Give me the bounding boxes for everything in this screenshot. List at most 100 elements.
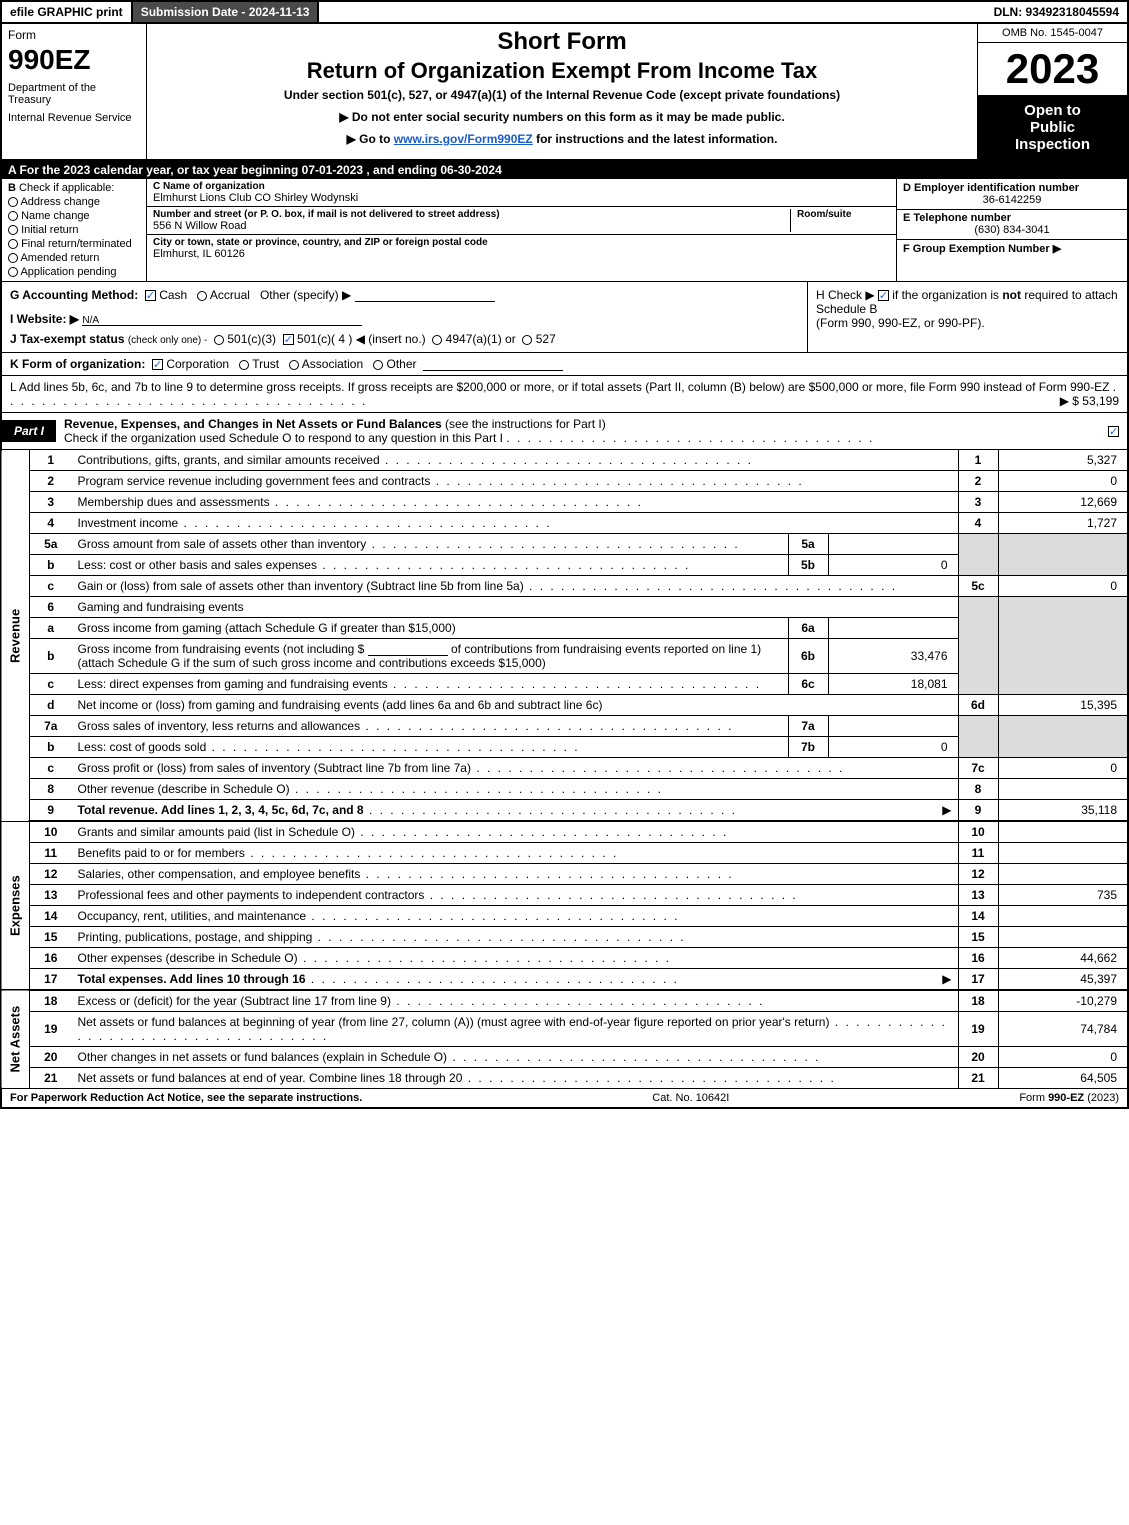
line-rnum: 8 — [958, 779, 998, 800]
line-desc-1: Gross income from fundraising events (no… — [78, 642, 365, 656]
check-schedule-o[interactable] — [1108, 426, 1119, 437]
line-num: 17 — [30, 969, 72, 991]
shaded-cell — [958, 534, 998, 576]
check-association[interactable] — [289, 360, 299, 370]
check-4947[interactable] — [432, 335, 442, 345]
check-name-change[interactable]: Name change — [8, 210, 140, 222]
b-label: B — [8, 182, 16, 194]
dots — [364, 803, 737, 817]
line-num: 10 — [30, 821, 72, 843]
opt-final-return: Final return/terminated — [21, 238, 132, 250]
line-rnum: 9 — [958, 800, 998, 822]
dln-label: DLN: 93492318045594 — [986, 2, 1127, 22]
line-num: b — [30, 737, 72, 758]
line-num: 11 — [30, 843, 72, 864]
g-label: G Accounting Method: — [10, 288, 138, 302]
line-rval — [998, 821, 1128, 843]
page-footer: For Paperwork Reduction Act Notice, see … — [0, 1089, 1129, 1109]
check-cash[interactable] — [145, 290, 156, 301]
part-i-header: Part I Revenue, Expenses, and Changes in… — [0, 413, 1129, 450]
line-rval: 735 — [998, 885, 1128, 906]
tax-year: 2023 — [978, 43, 1127, 96]
k-label: K Form of organization: — [10, 357, 145, 371]
line-num: 9 — [30, 800, 72, 822]
line-rnum: 6d — [958, 695, 998, 716]
dots — [360, 867, 733, 881]
other-label: Other (specify) ▶ — [260, 288, 351, 302]
dots — [388, 677, 761, 691]
dots — [471, 761, 844, 775]
check-application-pending[interactable]: Application pending — [8, 266, 140, 278]
line-desc: Membership dues and assessments — [78, 495, 270, 509]
check-501c3[interactable] — [214, 335, 224, 345]
section-def: D Employer identification number 36-6142… — [897, 179, 1127, 281]
irs-link[interactable]: www.irs.gov/Form990EZ — [394, 132, 533, 146]
line-rnum: 11 — [958, 843, 998, 864]
line-rnum: 4 — [958, 513, 998, 534]
mid-val: 18,081 — [828, 674, 958, 695]
line-rval: 1,727 — [998, 513, 1128, 534]
line-num: c — [30, 758, 72, 779]
mid-num: 7a — [788, 716, 828, 737]
mid-val — [828, 618, 958, 639]
line-rnum: 17 — [958, 969, 998, 991]
mid-num: 5a — [788, 534, 828, 555]
check-initial-return[interactable]: Initial return — [8, 224, 140, 236]
line-13: 13 Professional fees and other payments … — [1, 885, 1128, 906]
dots — [447, 1050, 820, 1064]
line-rval: 12,669 — [998, 492, 1128, 513]
h-text2: if the organization is — [892, 288, 1002, 302]
line-num: 1 — [30, 450, 72, 471]
line-rval: 74,784 — [998, 1012, 1128, 1047]
check-accrual[interactable] — [197, 291, 207, 301]
dots — [506, 431, 874, 445]
line-desc: Total revenue. Add lines 1, 2, 3, 4, 5c,… — [78, 803, 364, 817]
mid-num: 6c — [788, 674, 828, 695]
check-final-return[interactable]: Final return/terminated — [8, 238, 140, 250]
check-501c[interactable] — [283, 334, 294, 345]
check-address-change[interactable]: Address change — [8, 196, 140, 208]
dots — [298, 951, 671, 965]
line-rval — [998, 779, 1128, 800]
line-num: 2 — [30, 471, 72, 492]
line-num: 20 — [30, 1047, 72, 1068]
footer-right-bold: 990-EZ — [1048, 1092, 1084, 1104]
line-num: c — [30, 576, 72, 597]
org-street: 556 N Willow Road — [153, 220, 790, 232]
line-desc: Benefits paid to or for members — [78, 846, 245, 860]
contrib-field[interactable] — [368, 642, 448, 656]
check-trust[interactable] — [239, 360, 249, 370]
efile-print-label[interactable]: efile GRAPHIC print — [2, 2, 133, 22]
line-rnum: 14 — [958, 906, 998, 927]
i-label: I Website: ▶ — [10, 312, 79, 326]
line-rval: 44,662 — [998, 948, 1128, 969]
check-other-org[interactable] — [373, 360, 383, 370]
line-3: 3 Membership dues and assessments 3 12,6… — [1, 492, 1128, 513]
line-rnum: 3 — [958, 492, 998, 513]
line-15: 15 Printing, publications, postage, and … — [1, 927, 1128, 948]
line-rval — [998, 927, 1128, 948]
header-info-row: B Check if applicable: Address change Na… — [0, 179, 1129, 282]
check-schedule-b[interactable] — [878, 290, 889, 301]
opt-4947: 4947(a)(1) or — [446, 332, 516, 346]
line-desc: Grants and similar amounts paid (list in… — [78, 825, 355, 839]
check-corporation[interactable] — [152, 359, 163, 370]
website-field[interactable]: N/A — [82, 312, 362, 326]
opt-name-change: Name change — [21, 210, 90, 222]
other-org-field[interactable] — [423, 357, 563, 371]
line-desc: Other changes in net assets or fund bala… — [78, 1050, 448, 1064]
row-g-h: G Accounting Method: Cash Accrual Other … — [0, 282, 1129, 353]
line-desc: Less: cost of goods sold — [78, 740, 207, 754]
line-rval — [998, 864, 1128, 885]
other-specify-field[interactable] — [355, 288, 495, 302]
form-header-left: Form 990EZ Department of the Treasury In… — [2, 24, 147, 159]
opt-application-pending: Application pending — [20, 266, 116, 278]
dots — [290, 782, 663, 796]
dots — [355, 825, 728, 839]
check-amended-return[interactable]: Amended return — [8, 252, 140, 264]
line-rval: 0 — [998, 576, 1128, 597]
shaded-cell — [998, 597, 1128, 695]
check-527[interactable] — [522, 335, 532, 345]
line-rval — [998, 843, 1128, 864]
line-7c: c Gross profit or (loss) from sales of i… — [1, 758, 1128, 779]
